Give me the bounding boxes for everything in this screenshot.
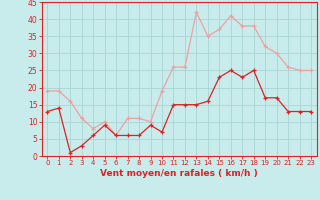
X-axis label: Vent moyen/en rafales ( km/h ): Vent moyen/en rafales ( km/h ) (100, 169, 258, 178)
